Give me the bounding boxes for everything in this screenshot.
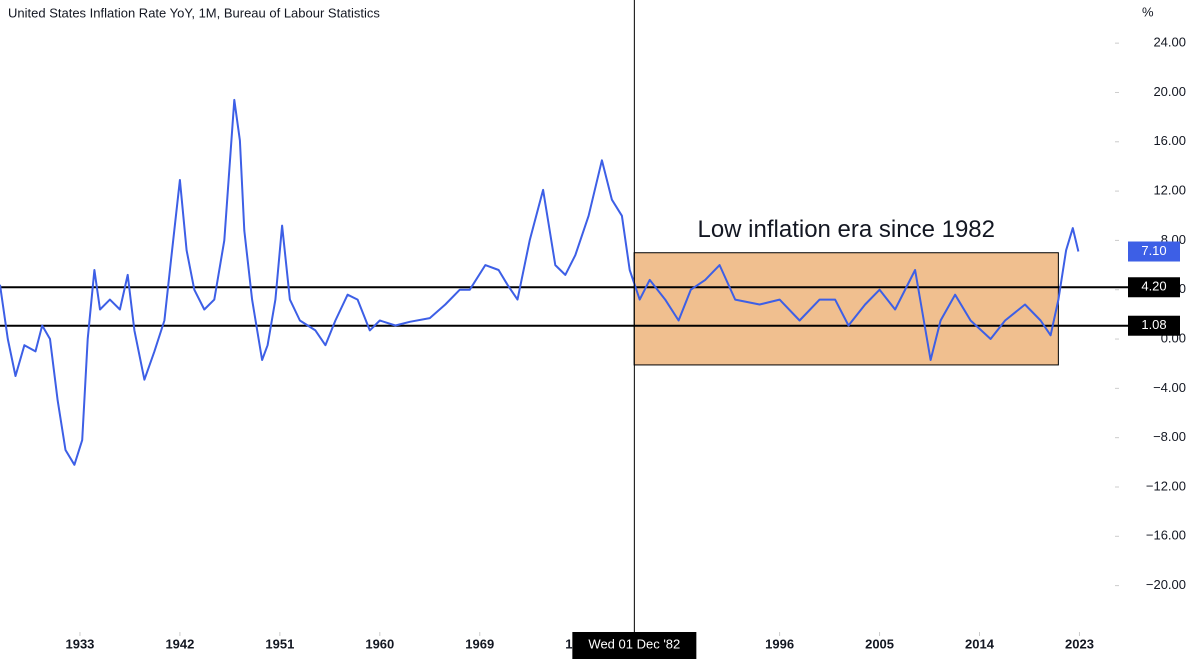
last-value-label: 7.10 <box>1141 243 1166 258</box>
price-label: 4.20 <box>1141 279 1166 294</box>
crosshair-label-box <box>572 632 697 659</box>
y-tick-label: −8.00 <box>1153 429 1186 444</box>
y-tick-label: −12.00 <box>1146 478 1186 493</box>
x-tick-label: 2014 <box>965 636 995 651</box>
x-tick-label: 1951 <box>265 636 294 651</box>
price-label-box <box>1128 277 1180 298</box>
y-tick-label: −4.00 <box>1153 380 1186 395</box>
crosshair-label: Wed 01 Dec '82 <box>588 636 680 651</box>
y-tick-label: 16.00 <box>1153 133 1186 148</box>
y-unit: % <box>1142 4 1154 19</box>
x-tick-label: 1960 <box>365 636 394 651</box>
x-tick-label: 2023 <box>1065 636 1094 651</box>
last-value-box <box>1128 241 1180 262</box>
annotation-text: Low inflation era since 1982 <box>697 216 995 243</box>
price-label: 1.08 <box>1141 317 1166 332</box>
annotation-box <box>633 252 1059 366</box>
y-tick-label: −16.00 <box>1146 528 1186 543</box>
x-tick-label: 1969 <box>465 636 494 651</box>
x-tick-label: 1942 <box>165 636 194 651</box>
y-tick-label: 12.00 <box>1153 183 1186 198</box>
x-tick-label: 1933 <box>65 636 94 651</box>
chart-title: United States Inflation Rate YoY, 1M, Bu… <box>8 5 380 20</box>
y-tick-label: 24.00 <box>1153 35 1186 50</box>
x-tick-label: 2005 <box>865 636 894 651</box>
y-tick-label: 20.00 <box>1153 84 1186 99</box>
x-tick-label: 1996 <box>765 636 794 651</box>
price-label-box <box>1128 315 1180 336</box>
series-line <box>0 98 1080 466</box>
y-tick-label: −20.00 <box>1146 577 1186 592</box>
